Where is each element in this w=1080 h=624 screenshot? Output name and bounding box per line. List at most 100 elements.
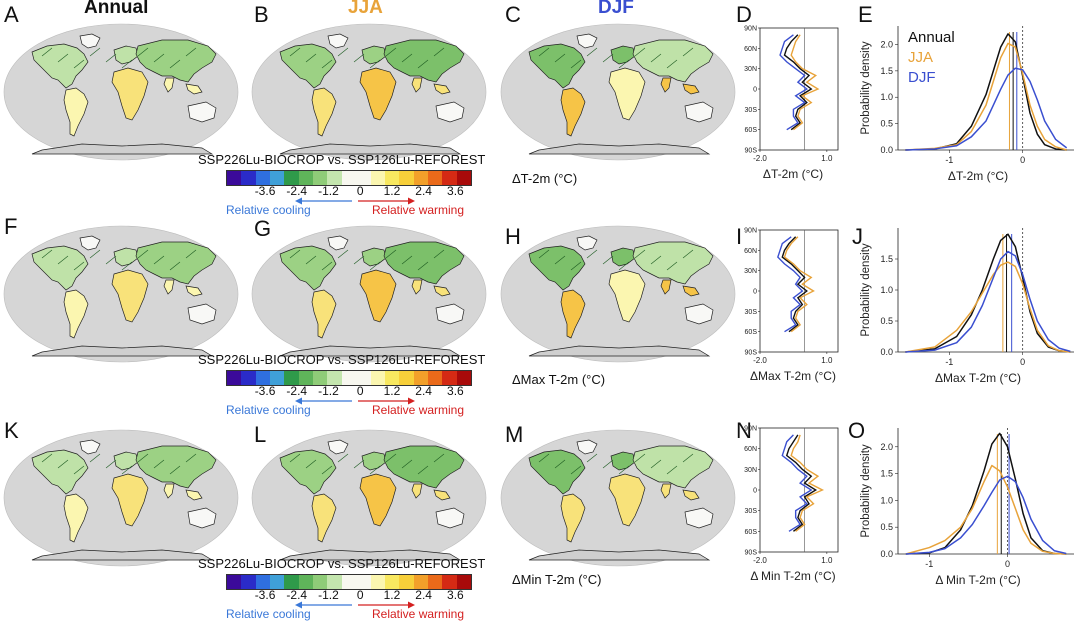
colorbar-tick: 1.2 [383, 588, 401, 602]
colorbar-cell [341, 371, 357, 385]
colorbar-cell [370, 371, 386, 385]
panel-letter-c: C [505, 2, 521, 27]
continent-seAsia [433, 285, 451, 297]
colorbar-tick: 3.6 [447, 588, 464, 602]
colorbar-cell [241, 371, 257, 385]
colorbar-tick: 2.4 [415, 184, 432, 198]
panel-letter-a: A [4, 2, 19, 27]
hatch-line [618, 59, 630, 69]
y-tick-label: 1.5 [880, 254, 893, 264]
y-tick-label: 1.0 [880, 495, 893, 505]
colorbar-cell [356, 371, 372, 385]
hatch-line [401, 459, 413, 469]
plot-frame [759, 27, 839, 151]
relative-warming-label: Relative warming [372, 403, 465, 417]
continent-seAsia [433, 83, 451, 95]
colorbar-cell [370, 171, 386, 185]
continent-australia [435, 101, 465, 123]
hatch-line [570, 465, 582, 475]
hatch-line [321, 465, 333, 475]
colorbar-cell [241, 171, 257, 185]
colorbar-cell [313, 371, 328, 385]
panel-letter-l: L [254, 422, 267, 447]
y-tick-label: 1.0 [880, 285, 893, 295]
colorbar-legend-row2: SSP226Lu-BIOCROP vs. SSP126Lu-REFOREST -… [198, 352, 508, 418]
cooling-arrow-icon [295, 601, 352, 609]
y-tick-label: 0.5 [880, 119, 893, 129]
density-curve-annual [905, 33, 1067, 151]
continent-greenland [576, 439, 598, 455]
y-tick-label: 30S [745, 107, 758, 114]
y-axis-label: Probability density [860, 41, 872, 135]
hatch-line [57, 255, 69, 265]
hatch-line [321, 261, 333, 271]
significance-hatching [538, 47, 694, 69]
hatch-line [570, 261, 582, 271]
y-axis-label: Probability density [860, 243, 872, 337]
series-line-annual [781, 236, 808, 333]
density-chart-j: 0.0 0.5 1.0 1.5 -1 0 Probability density ΔMax T… [860, 228, 1074, 385]
hatch-line [169, 261, 181, 271]
hatch-line [401, 255, 413, 265]
hatch-line [121, 261, 133, 271]
continent-africa [359, 269, 397, 323]
continent-antarctica [528, 345, 711, 357]
hatch-line [121, 59, 133, 69]
x-axis-label: Δ Min T-2m (°C) [750, 569, 835, 583]
plot-frame [759, 427, 839, 553]
significance-hatching [41, 47, 197, 69]
continent-africa [111, 269, 149, 323]
colorbar-ticks: -3.6 -2.4 -1.2 0 1.2 2.4 3.6 [226, 184, 470, 198]
variable-label-tmin: ΔMin T-2m (°C) [512, 572, 602, 587]
continent-asia [383, 241, 465, 285]
hatch-line [666, 465, 678, 475]
continent-australia [187, 507, 217, 529]
hatch-line [634, 249, 646, 259]
colorbar-cell [427, 171, 443, 185]
y-tick-label: 0.0 [880, 145, 893, 155]
density-curve-djf [905, 475, 1067, 555]
hatch-line [321, 59, 333, 69]
x-tick-label: 1.0 [821, 356, 833, 365]
density-curve-annual [905, 432, 1067, 555]
x-tick-label: -2.0 [753, 154, 767, 163]
y-tick-label: 60S [745, 127, 758, 134]
hatch-line [89, 47, 101, 57]
hatch-line [602, 255, 614, 265]
continent-seAsia [433, 489, 451, 501]
plot-frame [759, 229, 839, 353]
hatch-line [369, 261, 381, 271]
latitude-profile-chart-d: 90N 60N 30N 0 30S 60S 90S-2.0 1.0 ΔT-2m (°C) [744, 26, 839, 181]
panel-letter-d: D [736, 2, 752, 27]
y-tick-label: 30N [744, 66, 757, 73]
colorbar-cell [370, 575, 386, 589]
colorbar-cell [270, 171, 285, 185]
hatch-line [666, 261, 678, 271]
hatch-line [169, 59, 181, 69]
x-tick-label: 1.0 [821, 556, 833, 565]
panel-letter-g: G [254, 216, 272, 241]
panel-letter-b: B [254, 2, 269, 27]
continent-southAmerica [63, 493, 89, 543]
continent-southAmerica [63, 87, 89, 137]
density-curve-djf [905, 250, 1071, 353]
x-tick-label: 0 [1020, 155, 1025, 165]
colorbar [226, 170, 472, 186]
legend-entry-djf: DJF [908, 69, 936, 86]
hatch-line [89, 453, 101, 463]
colorbar-cell [313, 575, 328, 589]
continent-africa [359, 67, 397, 121]
continent-asia [632, 445, 714, 489]
hatch-line [401, 53, 413, 63]
continent-europe [610, 45, 636, 65]
panel-letter-e: E [858, 2, 873, 27]
warming-arrow-icon [358, 397, 415, 405]
hatch-line [305, 53, 317, 63]
continent-southAmerica [311, 289, 337, 339]
hatch-line [137, 249, 149, 259]
hatch-line [289, 249, 301, 259]
significance-hatching [41, 249, 197, 271]
colorbar-tick: -1.2 [318, 184, 339, 198]
hatch-line [105, 459, 117, 469]
colorbar-cell [384, 171, 400, 185]
